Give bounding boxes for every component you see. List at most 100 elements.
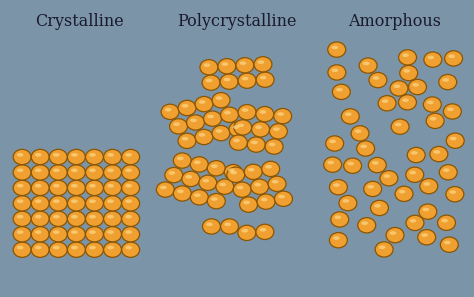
Ellipse shape — [420, 178, 438, 194]
Ellipse shape — [399, 190, 405, 194]
Ellipse shape — [182, 104, 189, 108]
Ellipse shape — [430, 146, 448, 162]
Ellipse shape — [125, 230, 132, 234]
Ellipse shape — [194, 193, 201, 197]
Ellipse shape — [268, 176, 286, 192]
Ellipse shape — [17, 168, 24, 172]
Ellipse shape — [255, 125, 262, 129]
Ellipse shape — [122, 227, 139, 242]
Ellipse shape — [446, 187, 464, 202]
Ellipse shape — [329, 233, 347, 248]
Ellipse shape — [230, 171, 237, 174]
Ellipse shape — [85, 149, 103, 165]
Ellipse shape — [238, 105, 256, 120]
Ellipse shape — [256, 107, 274, 122]
Ellipse shape — [49, 242, 67, 257]
Ellipse shape — [406, 215, 424, 230]
Ellipse shape — [107, 230, 114, 234]
Ellipse shape — [219, 183, 226, 186]
Ellipse shape — [17, 153, 24, 157]
Ellipse shape — [260, 110, 266, 114]
Ellipse shape — [239, 61, 246, 65]
Ellipse shape — [220, 74, 238, 89]
Ellipse shape — [168, 171, 175, 175]
Ellipse shape — [195, 97, 213, 112]
Ellipse shape — [211, 164, 218, 168]
Ellipse shape — [345, 112, 352, 116]
Ellipse shape — [67, 149, 85, 165]
Ellipse shape — [104, 180, 121, 195]
Ellipse shape — [13, 149, 31, 165]
Ellipse shape — [85, 180, 103, 195]
Ellipse shape — [156, 182, 174, 197]
Ellipse shape — [35, 215, 42, 219]
Ellipse shape — [247, 137, 265, 152]
Ellipse shape — [107, 215, 114, 219]
Ellipse shape — [423, 97, 441, 112]
Ellipse shape — [277, 112, 284, 116]
Ellipse shape — [441, 219, 448, 222]
Ellipse shape — [49, 149, 67, 165]
Ellipse shape — [426, 113, 444, 129]
Ellipse shape — [53, 230, 60, 234]
Ellipse shape — [359, 58, 377, 73]
Ellipse shape — [85, 227, 103, 242]
Ellipse shape — [445, 51, 463, 66]
Ellipse shape — [104, 227, 121, 242]
Ellipse shape — [165, 108, 172, 111]
Ellipse shape — [220, 107, 238, 122]
Ellipse shape — [31, 180, 49, 195]
Ellipse shape — [203, 111, 221, 126]
Ellipse shape — [165, 168, 183, 183]
Ellipse shape — [125, 246, 132, 249]
Ellipse shape — [194, 160, 201, 164]
Ellipse shape — [237, 124, 244, 127]
Ellipse shape — [178, 133, 196, 148]
Ellipse shape — [248, 168, 255, 171]
Ellipse shape — [356, 141, 374, 156]
Ellipse shape — [104, 165, 121, 180]
Ellipse shape — [216, 129, 222, 133]
Ellipse shape — [17, 184, 24, 188]
Ellipse shape — [421, 233, 428, 237]
Ellipse shape — [254, 57, 272, 72]
Ellipse shape — [104, 196, 121, 211]
Ellipse shape — [258, 60, 264, 64]
Ellipse shape — [403, 69, 410, 73]
Ellipse shape — [53, 215, 60, 219]
Ellipse shape — [208, 194, 225, 209]
Ellipse shape — [202, 179, 209, 182]
Ellipse shape — [257, 194, 275, 209]
Ellipse shape — [261, 198, 267, 201]
Ellipse shape — [13, 165, 31, 180]
Ellipse shape — [262, 161, 280, 176]
Ellipse shape — [237, 186, 244, 189]
Ellipse shape — [400, 65, 418, 81]
Ellipse shape — [13, 211, 31, 226]
Ellipse shape — [260, 76, 266, 79]
Ellipse shape — [440, 237, 458, 252]
Ellipse shape — [367, 185, 374, 189]
Ellipse shape — [374, 204, 381, 208]
Ellipse shape — [252, 122, 270, 137]
Ellipse shape — [424, 52, 442, 67]
Ellipse shape — [242, 229, 248, 233]
Ellipse shape — [122, 196, 139, 211]
Ellipse shape — [265, 165, 272, 169]
Ellipse shape — [182, 171, 200, 187]
Ellipse shape — [85, 211, 103, 226]
Ellipse shape — [199, 175, 217, 190]
Ellipse shape — [218, 59, 236, 74]
Ellipse shape — [412, 83, 419, 87]
Ellipse shape — [390, 81, 408, 96]
Ellipse shape — [220, 219, 238, 234]
Ellipse shape — [13, 180, 31, 195]
Ellipse shape — [372, 161, 379, 165]
Ellipse shape — [125, 184, 132, 188]
Ellipse shape — [177, 189, 184, 193]
Ellipse shape — [125, 153, 132, 157]
Ellipse shape — [17, 230, 24, 234]
Ellipse shape — [17, 199, 24, 203]
Ellipse shape — [173, 153, 191, 168]
Ellipse shape — [442, 78, 449, 82]
